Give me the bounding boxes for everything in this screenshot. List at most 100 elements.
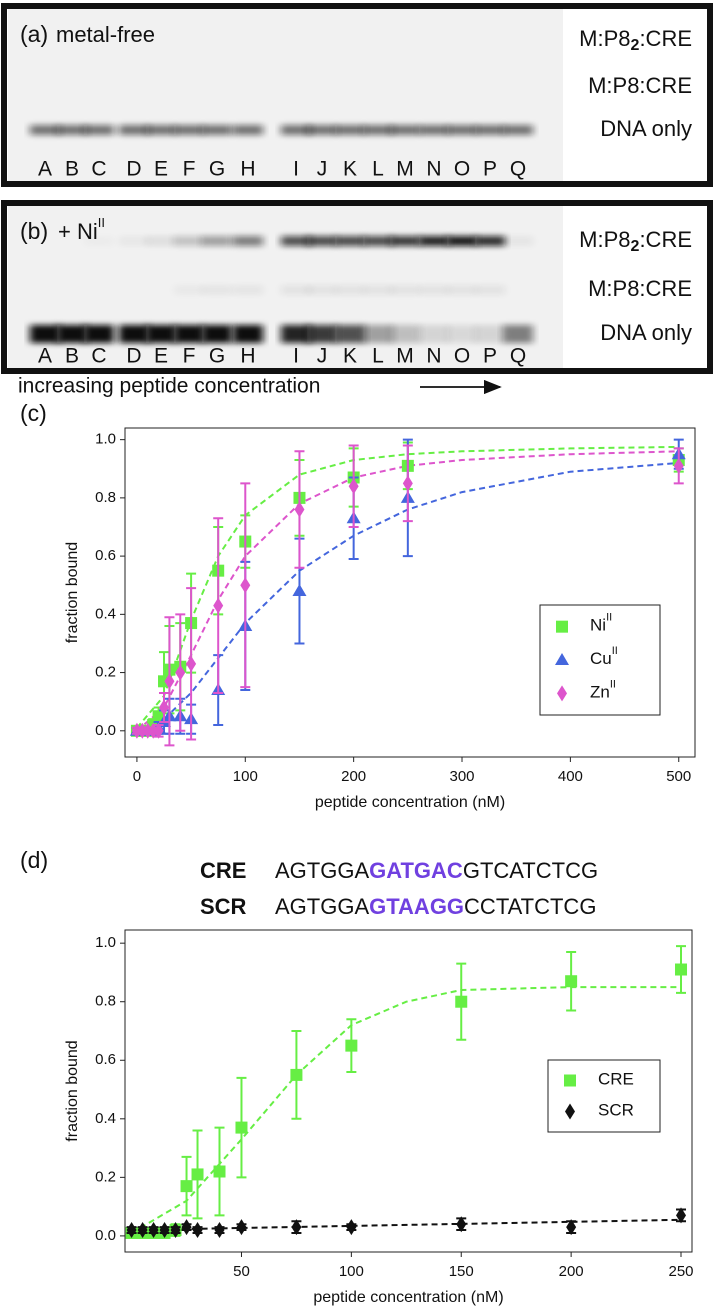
lane-label: A — [38, 158, 52, 181]
lane-label: G — [209, 158, 225, 181]
data-point — [565, 975, 578, 988]
lane-label: N — [426, 345, 441, 368]
gel-background — [8, 8, 563, 182]
x-tick-label: 400 — [558, 768, 583, 785]
gel-band — [146, 125, 176, 135]
gel-band — [281, 325, 311, 343]
fit-curve — [136, 445, 679, 729]
lane-label: I — [293, 158, 299, 181]
condition-text: + Ni — [58, 219, 98, 244]
panel-label: (a) — [20, 21, 48, 47]
band-label-part: M:P8:CRE — [588, 276, 692, 301]
legend-label: NiII — [590, 612, 612, 636]
legend-name: Zn — [590, 683, 610, 702]
lane-label: H — [240, 158, 255, 181]
gel-band — [419, 285, 449, 295]
data-point — [291, 1219, 302, 1236]
lane-label: L — [372, 345, 384, 368]
data-point — [170, 1222, 181, 1239]
data-point — [566, 1219, 577, 1236]
band-label-part: M:P8:CRE — [588, 73, 692, 98]
gel-band — [146, 325, 176, 343]
gel-band — [233, 325, 263, 343]
gel-band — [503, 325, 533, 343]
y-tick-label: 0.0 — [95, 722, 116, 739]
gel-band — [307, 285, 337, 295]
x-tick-label: 50 — [233, 1263, 250, 1280]
data-point — [186, 655, 197, 672]
band-label: DNA only — [600, 320, 692, 345]
panel-label: (d) — [20, 847, 48, 873]
legend-superscript: II — [606, 612, 612, 624]
sequence: AGTGGAGATGACGTCATCTCG — [275, 858, 598, 883]
lane-label: F — [183, 158, 196, 181]
gel-band — [447, 125, 477, 135]
gel-band — [30, 325, 60, 343]
gel-band — [174, 325, 204, 343]
data-point — [159, 699, 170, 716]
plot-frame — [124, 427, 696, 758]
gel-band — [475, 285, 505, 295]
condition-text: metal-free — [56, 22, 155, 47]
lane-label: D — [126, 158, 141, 181]
lane-label: E — [154, 158, 168, 181]
data-point — [192, 1222, 203, 1239]
gel-band — [419, 236, 449, 246]
panel-label: (c) — [20, 400, 47, 426]
sequence-part: AGTGGA — [275, 858, 369, 883]
y-tick-label: 0.0 — [95, 1227, 116, 1244]
sequence-part: CCTATCTCG — [464, 894, 596, 919]
x-tick-label: 200 — [341, 768, 366, 785]
gel-band — [174, 285, 204, 295]
y-axis-label: fraction bound — [64, 542, 81, 643]
lane-label: P — [483, 158, 497, 181]
data-point — [240, 577, 251, 594]
gel-band — [390, 325, 420, 343]
fit-curve — [131, 1218, 682, 1231]
gel-band — [307, 325, 337, 343]
gel-band — [84, 125, 114, 135]
data-point — [180, 1180, 193, 1193]
gel-band — [119, 236, 149, 246]
gel-band — [174, 236, 204, 246]
gel-band — [84, 325, 114, 343]
panel-label: (b) — [20, 218, 48, 244]
data-point — [148, 722, 159, 739]
gel-band — [363, 325, 393, 343]
lane-label: L — [372, 158, 384, 181]
legend-label: CRE — [598, 1070, 634, 1089]
data-point — [214, 1222, 225, 1239]
band-label-part: :CRE — [639, 227, 692, 252]
band-label: DNA only — [600, 116, 692, 141]
gel-band — [335, 325, 365, 343]
data-point — [348, 478, 359, 495]
sequence: AGTGGAGTAAGGCCTATCTCG — [275, 894, 596, 919]
data-point — [213, 597, 224, 614]
gel-band — [363, 125, 393, 135]
data-point — [675, 963, 688, 976]
gel-band — [419, 125, 449, 135]
gel-band — [174, 125, 204, 135]
data-point — [213, 1165, 226, 1178]
data-point — [159, 1222, 170, 1239]
lane-label: B — [65, 158, 79, 181]
band-label-part: DNA only — [600, 116, 692, 141]
gel-band — [233, 125, 263, 135]
x-tick-label: 500 — [666, 768, 691, 785]
gel-band — [202, 125, 232, 135]
y-tick-label: 0.4 — [95, 1110, 116, 1127]
lane-label: A — [38, 345, 52, 368]
band-label-part: :CRE — [639, 26, 692, 51]
legend-label: CuII — [590, 645, 618, 669]
y-tick-label: 0.8 — [95, 993, 116, 1010]
lane-label: G — [209, 345, 225, 368]
data-point — [126, 1222, 137, 1239]
x-tick-label: 200 — [559, 1263, 584, 1280]
gel-band — [30, 125, 60, 135]
gel-band — [57, 125, 87, 135]
lane-label: D — [126, 345, 141, 368]
band-label-part: 2 — [631, 238, 640, 255]
legend-label: SCR — [598, 1101, 634, 1120]
data-point — [148, 1222, 159, 1239]
